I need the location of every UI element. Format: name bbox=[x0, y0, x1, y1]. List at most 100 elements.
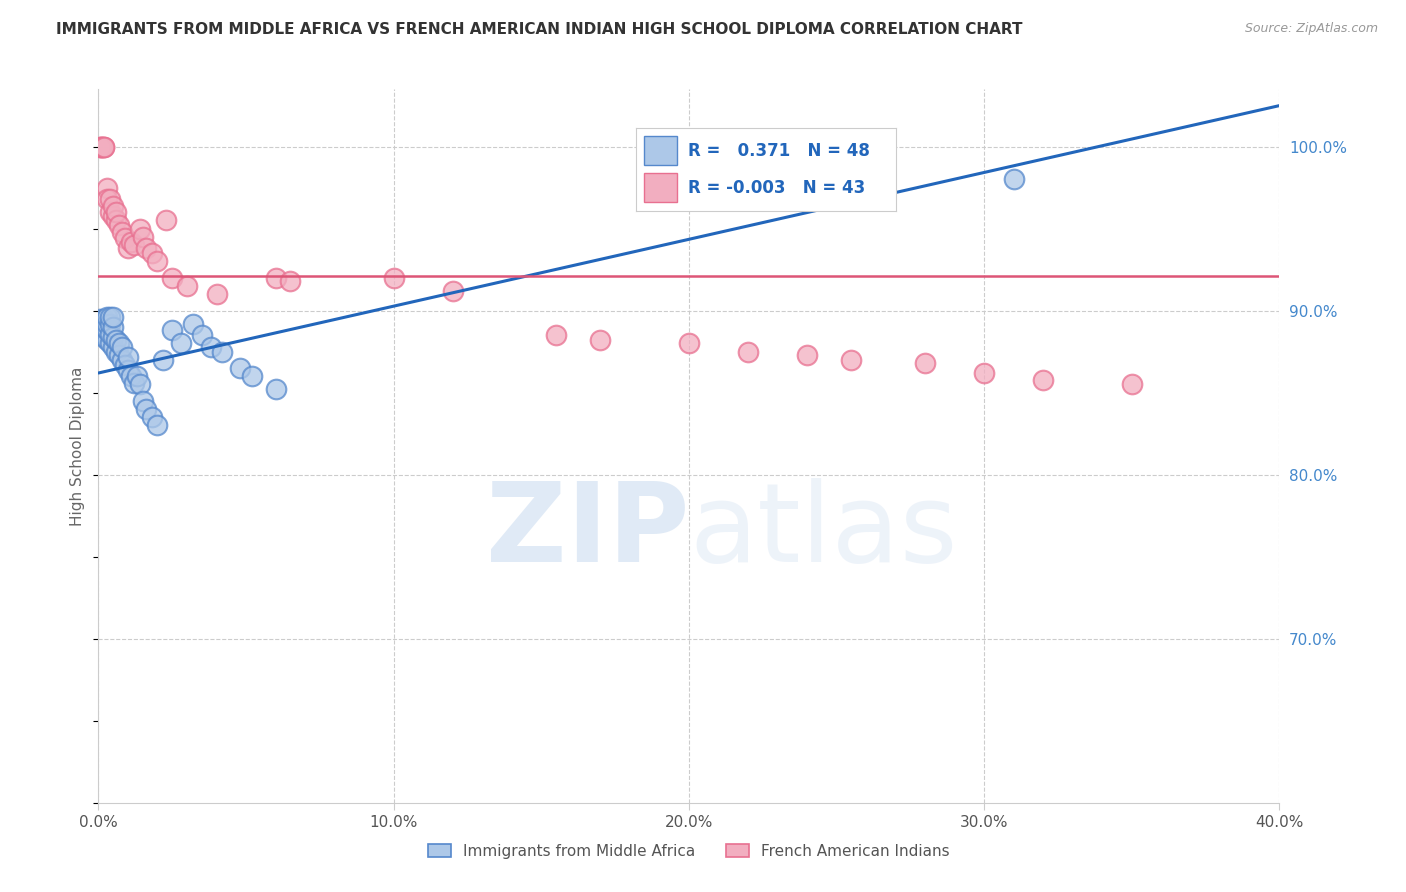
Point bbox=[105, 205, 128, 219]
Point bbox=[98, 310, 121, 325]
Point bbox=[264, 383, 287, 397]
Point bbox=[111, 340, 134, 354]
Point bbox=[93, 330, 115, 344]
Point bbox=[170, 336, 193, 351]
Point bbox=[135, 402, 157, 417]
Point bbox=[103, 340, 125, 354]
Point bbox=[96, 333, 118, 347]
Point bbox=[120, 235, 142, 249]
Y-axis label: High School Diploma: High School Diploma bbox=[70, 367, 86, 525]
Point bbox=[278, 274, 302, 288]
Point bbox=[103, 330, 125, 344]
Point bbox=[108, 348, 131, 362]
Point bbox=[264, 270, 287, 285]
Legend: Immigrants from Middle Africa, French American Indians: Immigrants from Middle Africa, French Am… bbox=[420, 836, 957, 866]
Point bbox=[737, 344, 759, 359]
Point bbox=[176, 279, 198, 293]
Point bbox=[103, 320, 125, 334]
Point bbox=[105, 333, 128, 347]
Point bbox=[103, 199, 125, 213]
Point bbox=[96, 192, 118, 206]
Point bbox=[1121, 377, 1143, 392]
Point bbox=[93, 320, 115, 334]
Text: Source: ZipAtlas.com: Source: ZipAtlas.com bbox=[1244, 22, 1378, 36]
Point bbox=[114, 358, 136, 372]
Point bbox=[1032, 373, 1054, 387]
Point bbox=[117, 362, 139, 376]
Point bbox=[98, 326, 121, 341]
Point bbox=[98, 336, 121, 351]
Point bbox=[678, 336, 700, 351]
Point bbox=[240, 369, 263, 384]
Point bbox=[93, 311, 115, 326]
Point bbox=[91, 325, 114, 339]
Point bbox=[125, 369, 148, 384]
Point bbox=[89, 311, 111, 326]
Point bbox=[162, 323, 183, 337]
Point bbox=[93, 139, 115, 153]
Point bbox=[96, 323, 118, 337]
Text: atlas: atlas bbox=[689, 478, 957, 585]
Point bbox=[191, 328, 214, 343]
Point bbox=[162, 270, 183, 285]
Point bbox=[111, 225, 134, 239]
Point bbox=[98, 192, 121, 206]
Point bbox=[382, 270, 405, 285]
Point bbox=[1002, 172, 1025, 186]
Point bbox=[93, 139, 115, 153]
Point bbox=[96, 310, 118, 325]
Point bbox=[90, 323, 112, 337]
Point bbox=[155, 213, 177, 227]
Point bbox=[141, 410, 163, 425]
Point bbox=[229, 361, 252, 376]
Point bbox=[128, 377, 150, 392]
Bar bbox=[644, 136, 678, 165]
Point bbox=[132, 393, 155, 408]
Point bbox=[90, 317, 112, 331]
Point bbox=[135, 241, 157, 255]
Point bbox=[211, 344, 233, 359]
Text: R = -0.003   N = 43: R = -0.003 N = 43 bbox=[688, 178, 865, 196]
Point bbox=[181, 317, 204, 331]
Point bbox=[98, 317, 121, 331]
Point bbox=[105, 213, 128, 227]
Point bbox=[98, 205, 121, 219]
Point bbox=[152, 352, 174, 367]
Point bbox=[841, 352, 863, 367]
Point bbox=[111, 352, 134, 367]
Point bbox=[200, 340, 222, 354]
Point bbox=[105, 344, 128, 359]
Point bbox=[114, 231, 136, 245]
Point bbox=[103, 310, 125, 325]
Point bbox=[796, 348, 818, 362]
Point bbox=[117, 350, 139, 364]
Text: R =   0.371   N = 48: R = 0.371 N = 48 bbox=[688, 142, 870, 160]
Point bbox=[103, 209, 125, 223]
Point bbox=[546, 328, 568, 343]
Point bbox=[141, 246, 163, 260]
Point bbox=[132, 230, 155, 244]
Point bbox=[89, 139, 111, 153]
Text: ZIP: ZIP bbox=[485, 478, 689, 585]
Point bbox=[90, 139, 112, 153]
Point bbox=[120, 369, 142, 384]
Text: IMMIGRANTS FROM MIDDLE AFRICA VS FRENCH AMERICAN INDIAN HIGH SCHOOL DIPLOMA CORR: IMMIGRANTS FROM MIDDLE AFRICA VS FRENCH … bbox=[56, 22, 1022, 37]
Point bbox=[90, 315, 112, 329]
Point bbox=[108, 336, 131, 351]
Point bbox=[128, 221, 150, 235]
Point bbox=[973, 366, 995, 380]
Point bbox=[441, 284, 464, 298]
Point bbox=[108, 219, 131, 233]
Point bbox=[90, 139, 112, 153]
Point bbox=[117, 241, 139, 255]
Point bbox=[122, 376, 145, 390]
Point bbox=[91, 139, 114, 153]
Point bbox=[589, 333, 612, 347]
Point bbox=[96, 180, 118, 194]
Point bbox=[96, 317, 118, 331]
Point bbox=[146, 418, 169, 433]
Point bbox=[205, 287, 228, 301]
Point bbox=[146, 254, 169, 268]
Bar bbox=[644, 173, 678, 202]
Point bbox=[914, 356, 936, 370]
